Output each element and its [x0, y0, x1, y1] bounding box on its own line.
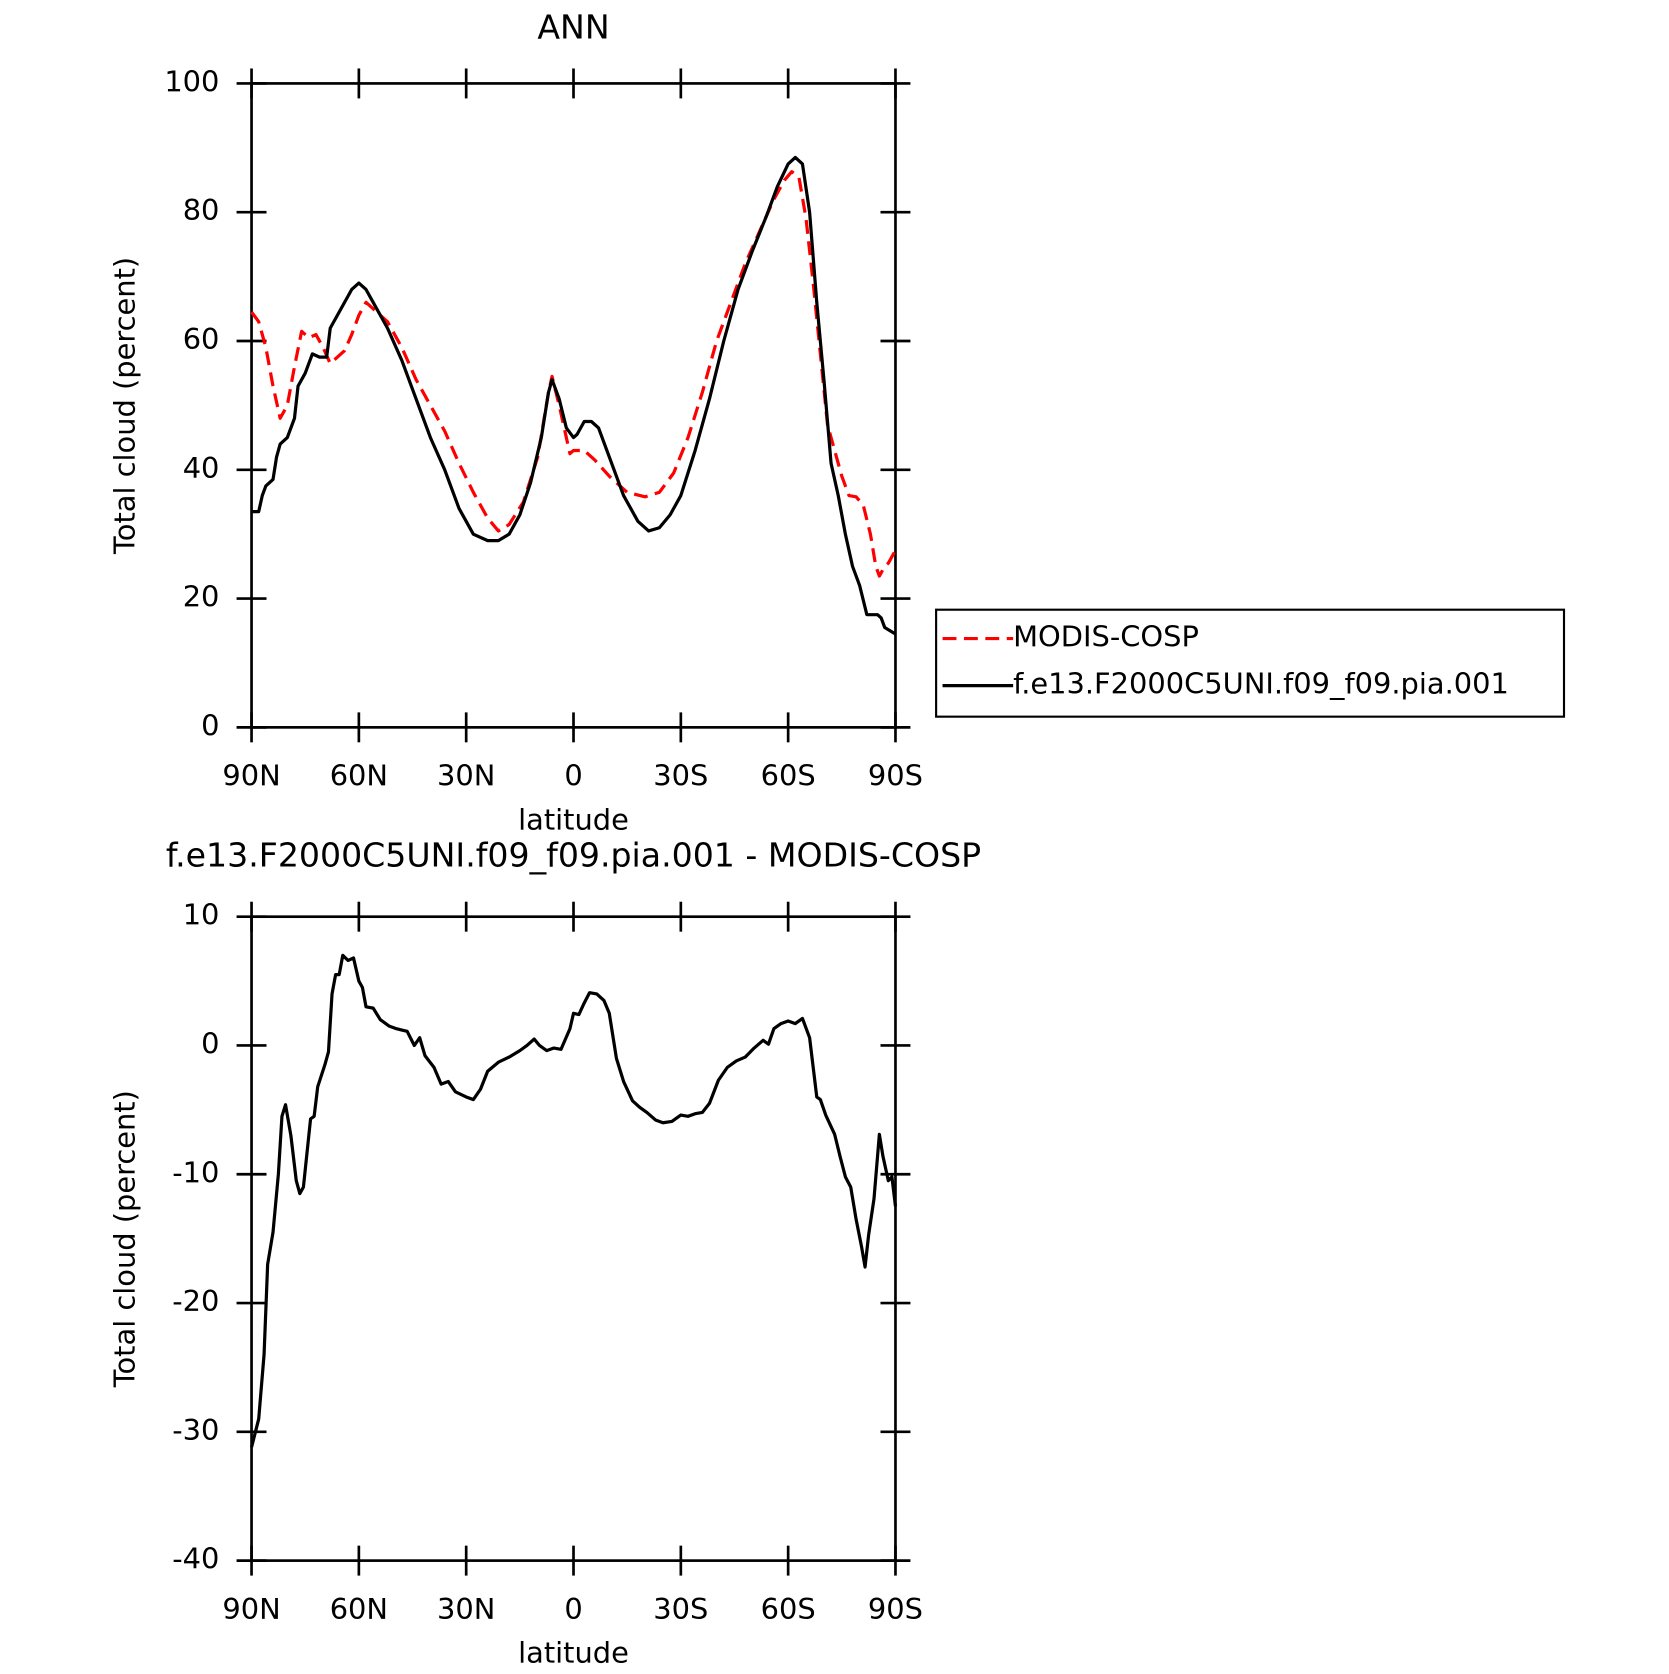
- y-tick-label: 0: [201, 1026, 219, 1060]
- series-line: [249, 953, 898, 1448]
- chart-title: f.e13.F2000C5UNI.f09_f09.pia.001 - MODIS…: [166, 835, 981, 874]
- x-tick-label: 30N: [437, 759, 495, 793]
- x-tick-label: 60S: [761, 1592, 816, 1626]
- x-tick-label: 90N: [222, 1592, 280, 1626]
- y-axis-label: Total cloud (percent): [107, 257, 141, 555]
- x-tick-label: 90N: [222, 759, 280, 793]
- y-axis-label: Total cloud (percent): [107, 1090, 141, 1388]
- x-axis-label: latitude: [518, 802, 629, 836]
- chart-title: ANN: [537, 7, 609, 46]
- y-tick-label: 20: [183, 580, 220, 614]
- y-tick-label: -30: [172, 1413, 219, 1447]
- x-tick-label: 60N: [330, 759, 388, 793]
- x-tick-label: 0: [564, 1592, 582, 1626]
- y-tick-label: 0: [201, 708, 219, 742]
- legend-box: [935, 608, 1566, 718]
- x-tick-label: 0: [564, 759, 582, 793]
- legend-label: MODIS-COSP: [1013, 620, 1199, 654]
- x-axis-label: latitude: [518, 1636, 629, 1670]
- x-tick-label: 90S: [868, 1592, 923, 1626]
- y-tick-label: -10: [172, 1155, 219, 1189]
- y-tick-label: -40: [172, 1542, 219, 1576]
- x-tick-label: 90S: [868, 759, 923, 793]
- y-tick-label: 40: [183, 451, 220, 485]
- y-tick-label: 80: [183, 193, 220, 227]
- series-line: [251, 155, 897, 636]
- x-tick-label: 30S: [653, 759, 708, 793]
- x-tick-label: 60S: [761, 759, 816, 793]
- x-tick-label: 30N: [437, 1592, 495, 1626]
- x-tick-label: 30S: [653, 1592, 708, 1626]
- y-tick-label: -20: [172, 1284, 219, 1318]
- series-line: [250, 170, 897, 578]
- x-tick-label: 60N: [330, 1592, 388, 1626]
- y-tick-label: 60: [183, 322, 220, 356]
- y-tick-label: 10: [183, 898, 220, 932]
- y-tick-label: 100: [164, 64, 219, 98]
- legend-label: f.e13.F2000C5UNI.f09_f09.pia.001: [1013, 667, 1509, 701]
